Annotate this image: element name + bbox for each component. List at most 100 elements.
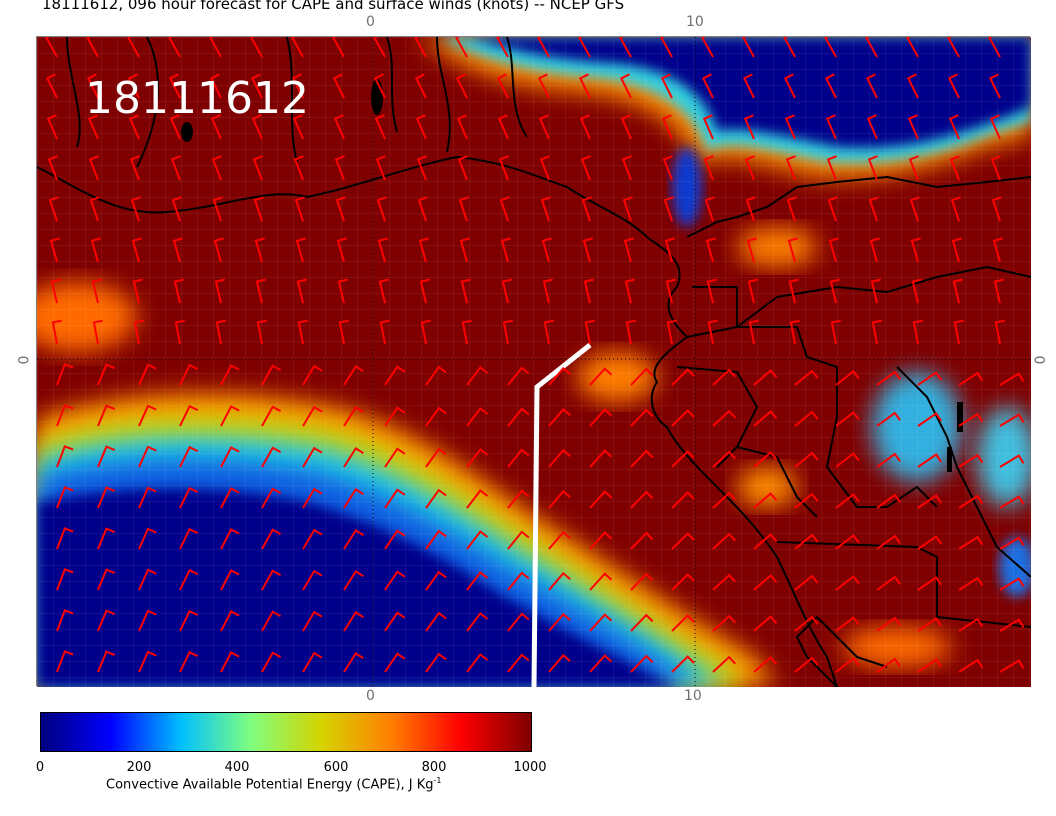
wind-barb	[466, 571, 489, 591]
wind-barb	[92, 319, 103, 345]
wind-barb	[753, 533, 778, 550]
wind-barb	[497, 114, 509, 140]
wind-barb	[375, 155, 386, 181]
wind-barb	[179, 363, 199, 386]
wind-barb	[51, 319, 62, 345]
wind-barb	[630, 654, 654, 673]
wind-barb	[343, 652, 364, 673]
wind-barb	[835, 370, 860, 386]
wind-barb	[294, 196, 305, 222]
wind-barb	[988, 37, 1001, 58]
wind-barb	[179, 404, 199, 427]
wind-barb	[291, 73, 304, 99]
wind-barb	[130, 196, 141, 222]
wind-barb	[540, 196, 551, 222]
wind-barb	[56, 363, 74, 386]
wind-barb	[414, 37, 427, 58]
wind-barb	[794, 615, 819, 632]
wind-barb	[297, 319, 308, 345]
wind-barb	[948, 114, 960, 140]
wind-barb	[589, 490, 613, 509]
wind-barb	[958, 576, 984, 591]
wind-barb	[906, 37, 919, 58]
wind-barb	[742, 37, 755, 58]
wind-barb	[45, 37, 58, 58]
wind-barb	[630, 408, 654, 427]
wind-barb	[835, 657, 860, 673]
wind-barb	[47, 155, 58, 181]
wind-barb	[788, 278, 799, 304]
wind-barb	[917, 371, 943, 386]
wind-barb	[747, 278, 758, 304]
wind-barb	[417, 196, 428, 222]
wind-barb	[220, 610, 240, 632]
wind-barb	[425, 529, 447, 550]
wind-barb	[539, 155, 550, 181]
wind-barb	[343, 570, 364, 591]
wind-barb	[794, 492, 819, 509]
wind-barb	[261, 569, 282, 591]
wind-barb	[835, 411, 860, 427]
wind-barb	[302, 446, 323, 468]
map-panel[interactable]: 18111612	[36, 36, 1031, 687]
left-tick-0: 0	[16, 355, 33, 365]
colorbar-tick-400: 400	[224, 760, 250, 775]
wind-barb	[548, 448, 571, 468]
wind-barb	[466, 530, 489, 550]
wind-barb	[753, 369, 778, 386]
wind-barb	[337, 278, 348, 304]
wind-barb	[250, 37, 263, 58]
wind-barb	[56, 527, 74, 550]
wind-barb	[871, 319, 882, 345]
cape-colorbar	[40, 712, 532, 752]
wind-barb	[425, 365, 447, 386]
wind-barb	[56, 609, 74, 632]
wind-barb	[794, 369, 819, 386]
wind-barb	[132, 278, 143, 304]
wind-barb	[999, 618, 1025, 632]
wind-barb	[548, 530, 571, 550]
wind-barb	[907, 114, 919, 140]
wind-barb	[620, 114, 632, 140]
wind-barb	[994, 319, 1005, 345]
wind-barb	[753, 656, 778, 673]
wind-barb	[876, 452, 901, 468]
wind-barb	[88, 155, 99, 181]
wind-barb	[373, 73, 386, 99]
wind-barb	[543, 319, 554, 345]
wind-barb	[507, 612, 530, 632]
wind-barb	[332, 73, 345, 99]
wind-barb	[989, 114, 1001, 140]
wind-barb	[261, 364, 282, 386]
wind-barb	[261, 446, 282, 468]
wind-barb	[46, 114, 58, 140]
wind-barb	[302, 405, 323, 427]
wind-barb	[171, 196, 182, 222]
wind-barb	[507, 653, 530, 673]
wind-barb	[302, 487, 323, 509]
wind-barb	[712, 655, 737, 673]
wind-barb	[97, 445, 116, 468]
wind-barb	[991, 196, 1002, 222]
wind-barb	[911, 278, 922, 304]
wind-barb	[950, 196, 961, 222]
wind-barb	[917, 535, 943, 550]
wind-barb	[630, 572, 654, 591]
wind-barb	[671, 491, 695, 509]
wind-barb	[220, 364, 240, 386]
wind-barb	[334, 155, 345, 181]
wind-barb	[212, 196, 223, 222]
wind-barb	[419, 278, 430, 304]
wind-barb	[917, 412, 943, 427]
wind-barb	[828, 237, 839, 263]
wind-barb	[338, 319, 349, 345]
wind-barb	[343, 611, 364, 632]
wind-barb	[211, 155, 222, 181]
wind-barb	[579, 114, 591, 140]
wind-barb	[958, 617, 984, 632]
wind-barb	[220, 446, 240, 468]
wind-barb	[458, 196, 469, 222]
wind-barb	[138, 609, 157, 632]
wind-barb	[783, 37, 796, 58]
wind-barb	[910, 237, 921, 263]
